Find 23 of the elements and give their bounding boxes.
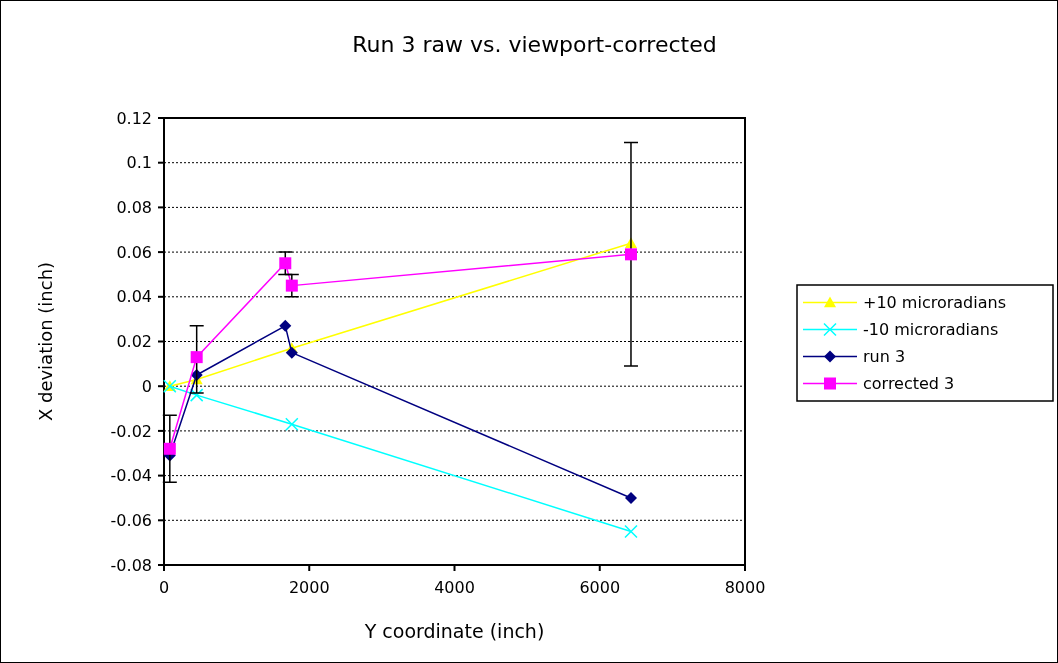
legend-label: run 3 (863, 347, 906, 367)
x-tick-label: 0 (158, 578, 170, 597)
y-tick-label: 0.12 (116, 108, 152, 128)
chart-title: Run 3 raw vs. viewport-corrected (352, 32, 717, 57)
y-tick-label: 0.08 (116, 198, 152, 217)
x-axis-title: Y coordinate (inch) (363, 620, 545, 642)
legend-label: -10 microradians (863, 320, 999, 340)
x-tick-label: 6000 (579, 578, 621, 597)
y-tick-label: -0.06 (110, 510, 152, 530)
y-axis-title: X deviation (inch) (35, 261, 56, 422)
y-tick-label: 0.1 (126, 153, 152, 173)
y-tick-label: -0.02 (110, 421, 152, 441)
x-tick-label: 2000 (288, 578, 330, 597)
x-tick-label: 4000 (434, 578, 475, 597)
y-tick-label: 0.04 (116, 287, 152, 307)
legend-label: +10 microradians (863, 293, 1006, 313)
y-tick-label: 0 (141, 376, 152, 396)
y-tick-label: 0.06 (116, 242, 152, 262)
y-tick-label: 0.02 (116, 332, 152, 352)
x-tick-label: 8000 (724, 578, 766, 597)
legend-label: corrected 3 (863, 374, 955, 394)
y-tick-label: -0.08 (110, 555, 152, 575)
y-tick-label: -0.04 (110, 466, 152, 486)
